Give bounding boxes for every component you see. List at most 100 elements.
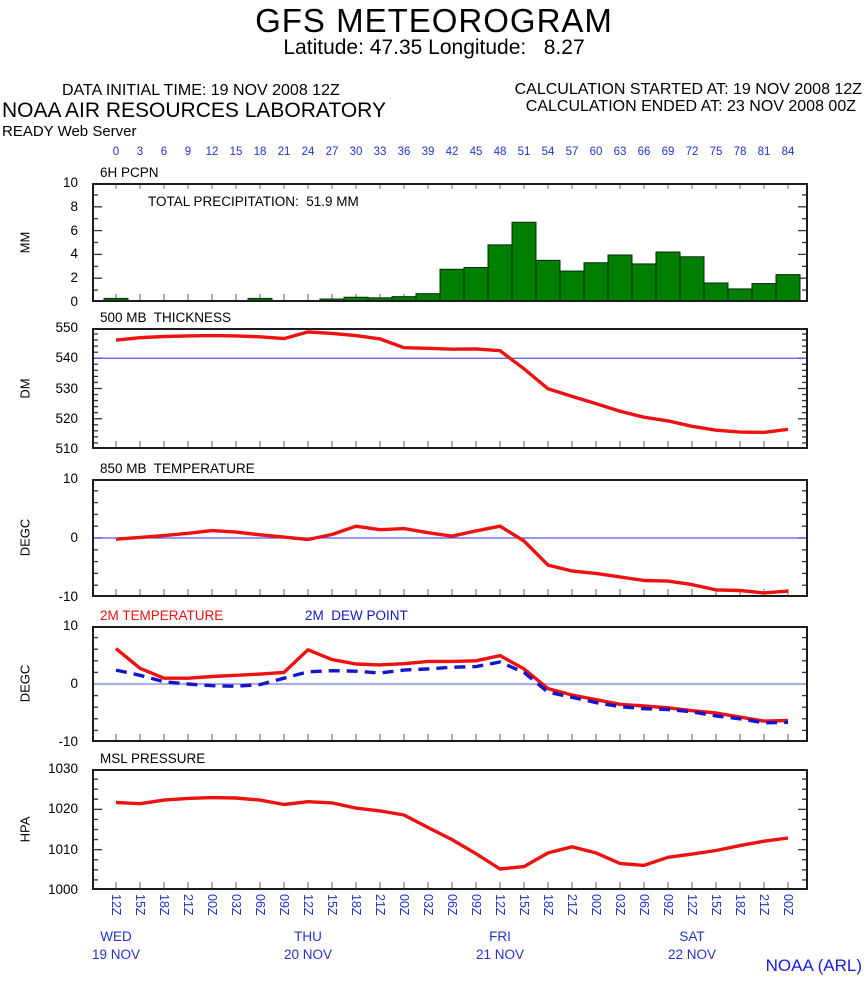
series-500-mb-thickness xyxy=(115,330,789,435)
top-axis-hour-label: 60 xyxy=(589,146,603,158)
top-axis-hour-label: 63 xyxy=(613,146,627,158)
y-tick-label: 1010 xyxy=(47,841,78,857)
panel-title-500mb-thickness: 500 MB THICKNESS xyxy=(100,310,232,325)
top-axis-hour-label: 3 xyxy=(136,146,144,158)
x-time-label: 12Z xyxy=(108,894,123,916)
series-msl-pressure xyxy=(115,795,789,871)
y-tick-label: 1000 xyxy=(47,882,78,897)
top-axis-hour-label: 30 xyxy=(349,146,363,158)
y-axis-unit-label: HPA xyxy=(17,816,33,842)
day-date-label: 19 NOV xyxy=(91,947,141,962)
top-axis-hour-label: 81 xyxy=(757,146,771,158)
y-tick-label: 0 xyxy=(70,530,78,545)
y-tick-label: 510 xyxy=(55,441,78,456)
x-time-label: 09Z xyxy=(468,894,483,916)
noaa-arl-credit: NOAA (ARL) xyxy=(765,956,862,975)
y-tick-label: 10 xyxy=(62,175,78,190)
top-axis-hour-label: 42 xyxy=(445,146,459,158)
y-tick-label: -10 xyxy=(58,734,78,749)
x-time-label: 09Z xyxy=(660,894,675,916)
top-axis-hour-label: 0 xyxy=(112,146,120,158)
panel-title-850mb-temperature: 850 MB TEMPERATURE xyxy=(100,461,255,476)
top-axis-hour-label: 84 xyxy=(781,146,795,158)
top-axis-hour-label: 15 xyxy=(229,146,243,158)
day-name-label: THU xyxy=(294,929,322,944)
top-axis-hour-label: 45 xyxy=(469,146,483,158)
x-time-label: 15Z xyxy=(516,894,531,916)
y-tick-label: 0 xyxy=(70,294,78,309)
series-850-mb-temperature xyxy=(115,524,789,595)
top-axis-hour-label: 33 xyxy=(373,146,387,158)
y-axis-unit-label: DEGC xyxy=(17,664,33,703)
top-axis-hour-label: 18 xyxy=(253,146,267,158)
top-axis-hour-label: 72 xyxy=(685,146,699,158)
x-time-label: 21Z xyxy=(180,894,195,916)
y-tick-label: 520 xyxy=(55,410,78,426)
series-2m-dew-point xyxy=(115,660,789,725)
y-tick-label: 6 xyxy=(70,222,78,238)
x-time-label: 00Z xyxy=(204,894,219,916)
panel-title-msl-pressure: MSL PRESSURE xyxy=(100,751,206,766)
x-time-label: 12Z xyxy=(492,894,507,916)
top-axis-hour-label: 24 xyxy=(301,146,315,158)
x-time-label: 15Z xyxy=(132,894,147,916)
top-axis-hour-label: 69 xyxy=(661,146,675,158)
data-initial-time: DATA INITIAL TIME: 19 NOV 2008 12Z xyxy=(62,82,340,99)
x-time-label: 00Z xyxy=(396,894,411,916)
calc-started-text: CALCULATION STARTED AT: 19 NOV 2008 12Z xyxy=(514,81,862,98)
x-time-label: 18Z xyxy=(348,894,363,916)
panel-title-2m-temp-dewpoint: 2M TEMPERATURE xyxy=(100,608,224,623)
x-time-label: 21Z xyxy=(756,894,771,916)
top-axis-hour-label: 27 xyxy=(325,146,339,158)
day-name-label: FRI xyxy=(489,929,511,944)
top-axis-hour-label: 36 xyxy=(397,146,411,158)
page-title: GFS METEOROGRAM xyxy=(255,2,613,39)
chart-msl-pressure xyxy=(92,769,808,890)
top-axis-hour-label: 75 xyxy=(709,146,723,158)
top-axis-hour-label: 39 xyxy=(421,146,435,158)
x-time-label: 18Z xyxy=(540,894,555,916)
x-time-label: 18Z xyxy=(156,894,171,916)
top-axis-hour-label: 9 xyxy=(184,146,192,158)
x-time-label: 03Z xyxy=(612,894,627,916)
top-axis-hour-label: 12 xyxy=(205,146,219,158)
day-name-label: WED xyxy=(100,929,132,944)
y-tick-label: 8 xyxy=(70,198,78,214)
y-tick-label: 4 xyxy=(70,246,78,262)
chart-500mb-thickness xyxy=(92,328,808,449)
y-tick-label: 10 xyxy=(62,471,78,486)
y-tick-label: 1030 xyxy=(47,761,78,776)
y-tick-label: 2 xyxy=(70,270,78,286)
y-tick-label: 530 xyxy=(55,380,78,396)
y-axis-unit-label: DM xyxy=(17,377,33,399)
x-time-label: 21Z xyxy=(564,894,579,916)
x-time-label: 09Z xyxy=(276,894,291,916)
panel-title-6h-pcpn: 6H PCPN xyxy=(100,165,159,180)
y-tick-label: 540 xyxy=(55,350,78,366)
x-time-label: 21Z xyxy=(372,894,387,916)
x-time-label: 06Z xyxy=(444,894,459,916)
day-date-label: 20 NOV xyxy=(283,947,333,962)
top-axis-hour-label: 78 xyxy=(733,146,747,158)
x-time-label: 03Z xyxy=(420,894,435,916)
x-time-label: 12Z xyxy=(684,894,699,916)
top-axis-hour-label: 51 xyxy=(517,146,531,158)
chart-6h-pcpn xyxy=(92,183,808,302)
x-time-label: 18Z xyxy=(732,894,747,916)
page-subtitle: Latitude: 47.35 Longitude: 8.27 xyxy=(283,36,585,59)
top-axis-hour-label: 57 xyxy=(565,146,579,158)
x-time-label: 15Z xyxy=(324,894,339,916)
top-axis-hour-label: 54 xyxy=(541,146,555,158)
organization-name: NOAA AIR RESOURCES LABORATORY xyxy=(2,99,386,122)
x-time-label: 00Z xyxy=(780,894,795,916)
y-tick-label: -10 xyxy=(58,589,78,604)
y-tick-label: 1020 xyxy=(47,801,78,817)
precip-total-annotation: TOTAL PRECIPITATION: 51.9 MM xyxy=(148,194,359,209)
top-axis-hour-label: 21 xyxy=(277,146,291,158)
panel-title-2m-temp-dewpoint: 2M DEW POINT xyxy=(305,608,408,623)
server-name: READY Web Server xyxy=(2,123,137,140)
calc-ended-text: CALCULATION ENDED AT: 23 NOV 2008 00Z xyxy=(525,98,856,115)
x-time-label: 06Z xyxy=(252,894,267,916)
x-time-label: 03Z xyxy=(228,894,243,916)
